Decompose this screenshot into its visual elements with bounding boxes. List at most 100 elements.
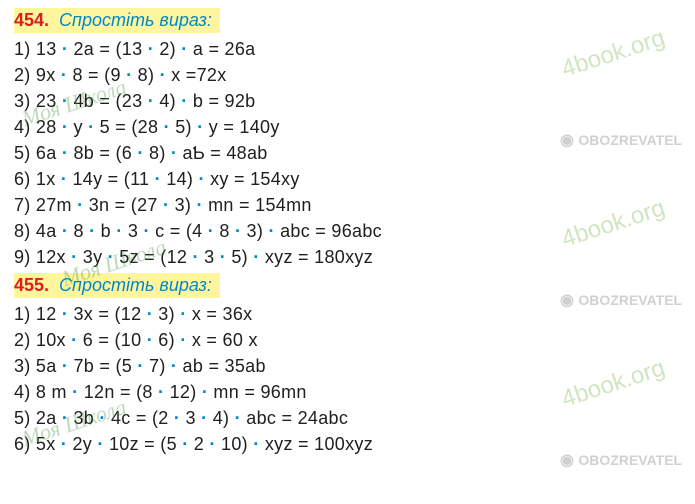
expr-segment: 9x <box>36 65 61 85</box>
equation-line: 3) 5a · 7b = (5 · 7) · ab = 35ab <box>14 356 681 377</box>
equation-line: 8) 4a · 8 · b · 3 · c = (4 · 8 · 3) · ab… <box>14 221 681 242</box>
expr-segment: 1x <box>36 169 61 189</box>
expr-segment: 5x <box>36 434 61 454</box>
expr-segment: 10z = (5 <box>104 434 183 454</box>
expr-segment: ab = 35ab <box>177 356 266 376</box>
expr-segment: 28 <box>36 117 62 137</box>
expr-segment: b <box>95 221 116 241</box>
expr-segment: 3 <box>180 408 201 428</box>
expr-segment: abc = 96abc <box>275 221 382 241</box>
equation-line: 1) 13 · 2a = (13 · 2) · a = 26a <box>14 39 681 60</box>
expr-segment: 3x = (12 <box>68 304 147 324</box>
expr-segment: 4c = (2 <box>106 408 174 428</box>
expr-segment: 5z = (12 <box>114 247 193 267</box>
expr-segment: b = 92b <box>188 91 256 111</box>
expr-segment: 27m <box>36 195 77 215</box>
expr-segment: 4) <box>154 91 181 111</box>
equation-line: 2) 10x · 6 = (10 · 6) · x = 60 x <box>14 330 681 351</box>
line-number: 1) <box>14 304 31 324</box>
equation-line: 6) 5x · 2y · 10z = (5 · 2 · 10) · xyz = … <box>14 434 681 455</box>
expr-segment: 6) <box>153 330 180 350</box>
expr-segment: 6 = (10 <box>77 330 146 350</box>
line-number: 3) <box>14 91 31 111</box>
line-number: 7) <box>14 195 31 215</box>
expr-segment: 3 <box>123 221 144 241</box>
expr-segment: xy = 154xy <box>205 169 300 189</box>
expr-segment: x = 60 x <box>187 330 258 350</box>
expr-segment: 3b <box>68 408 99 428</box>
line-number: 4) <box>14 382 31 402</box>
expr-segment: mn = 154mn <box>203 195 312 215</box>
line-number: 8) <box>14 221 31 241</box>
expr-segment: 8 <box>214 221 235 241</box>
expr-segment: 12x <box>36 247 71 267</box>
expr-segment: 8) <box>132 65 159 85</box>
line-number: 2) <box>14 330 31 350</box>
expr-segment: xyz = 180xyz <box>260 247 373 267</box>
expr-segment: 14) <box>161 169 199 189</box>
problem-number: 455. <box>14 275 49 295</box>
expr-segment: 8 <box>68 221 89 241</box>
expr-segment: 8 m <box>36 382 72 402</box>
worksheet-content: 454. Спростіть вираз: 1) 13 · 2a = (13 · 2… <box>14 8 681 455</box>
line-number: 2) <box>14 65 31 85</box>
line-number: 5) <box>14 408 31 428</box>
equation-line: 5) 6a · 8b = (6 · 8) · aƄ = 48ab <box>14 143 681 164</box>
expr-segment: 2 <box>189 434 210 454</box>
line-number: 5) <box>14 143 31 163</box>
expr-segment: 2a = (13 <box>68 39 148 59</box>
expr-segment: 4b = (23 <box>68 91 148 111</box>
expr-segment: 3 <box>199 247 220 267</box>
expr-segment: 13 <box>36 39 62 59</box>
expr-segment: 5a <box>36 356 62 376</box>
problem-title: Спростіть вираз: <box>55 10 216 30</box>
expr-segment: x =72x <box>166 65 227 85</box>
expr-segment: 8 = (9 <box>67 65 126 85</box>
expr-segment: 14y = (11 <box>67 169 155 189</box>
equation-line: 7) 27m · 3n = (27 · 3) · mn = 154mn <box>14 195 681 216</box>
equation-line: 4) 8 m · 12n = (8 · 12) · mn = 96mn <box>14 382 681 403</box>
line-number: 1) <box>14 39 31 59</box>
expr-segment: 3y <box>77 247 107 267</box>
expr-segment: 3) <box>153 304 180 324</box>
expr-segment: abc = 24abc <box>241 408 348 428</box>
expr-segment: 6a <box>36 143 62 163</box>
expr-segment: x = 36x <box>187 304 253 324</box>
expr-segment: 8b = (6 <box>68 143 137 163</box>
expr-segment: 5) <box>226 247 253 267</box>
expr-segment: 5 = (28 <box>94 117 163 137</box>
expr-segment: 2a <box>36 408 62 428</box>
expr-segment: 7) <box>144 356 171 376</box>
line-number: 6) <box>14 434 31 454</box>
expr-segment: 12 <box>36 304 62 324</box>
expr-segment: 7b = (5 <box>68 356 137 376</box>
expr-segment: 10) <box>216 434 254 454</box>
expr-segment: aƄ = 48ab <box>177 143 267 163</box>
problem-title: Спростіть вираз: <box>55 275 216 295</box>
expr-segment: 5) <box>170 117 197 137</box>
equation-line: 5) 2a · 3b · 4c = (2 · 3 · 4) · abc = 24… <box>14 408 681 429</box>
line-number: 6) <box>14 169 31 189</box>
expr-segment: 2y <box>67 434 97 454</box>
expr-segment: a = 26a <box>188 39 256 59</box>
problem-header: 454. Спростіть вираз: <box>14 8 681 33</box>
line-number: 3) <box>14 356 31 376</box>
expr-segment: 23 <box>36 91 62 111</box>
expr-segment: y <box>68 117 88 137</box>
equation-line: 3) 23 · 4b = (23 · 4) · b = 92b <box>14 91 681 112</box>
problem-header: 455. Спростіть вираз: <box>14 273 681 298</box>
problem-number: 454. <box>14 10 49 30</box>
expr-segment: 8) <box>144 143 171 163</box>
expr-segment: 12) <box>164 382 202 402</box>
line-number: 9) <box>14 247 31 267</box>
equation-line: 1) 12 · 3x = (12 · 3) · x = 36x <box>14 304 681 325</box>
expr-segment: 12n = (8 <box>78 382 158 402</box>
equation-line: 2) 9x · 8 = (9 · 8) · x =72x <box>14 65 681 86</box>
equation-line: 4) 28 · y · 5 = (28 · 5) · y = 140y <box>14 117 681 138</box>
expr-segment: mn = 96mn <box>208 382 307 402</box>
expr-segment: 2) <box>154 39 181 59</box>
expr-segment: y = 140y <box>203 117 279 137</box>
expr-segment: c = (4 <box>150 221 208 241</box>
expr-segment: 4) <box>207 408 234 428</box>
expr-segment: xyz = 100xyz <box>260 434 373 454</box>
